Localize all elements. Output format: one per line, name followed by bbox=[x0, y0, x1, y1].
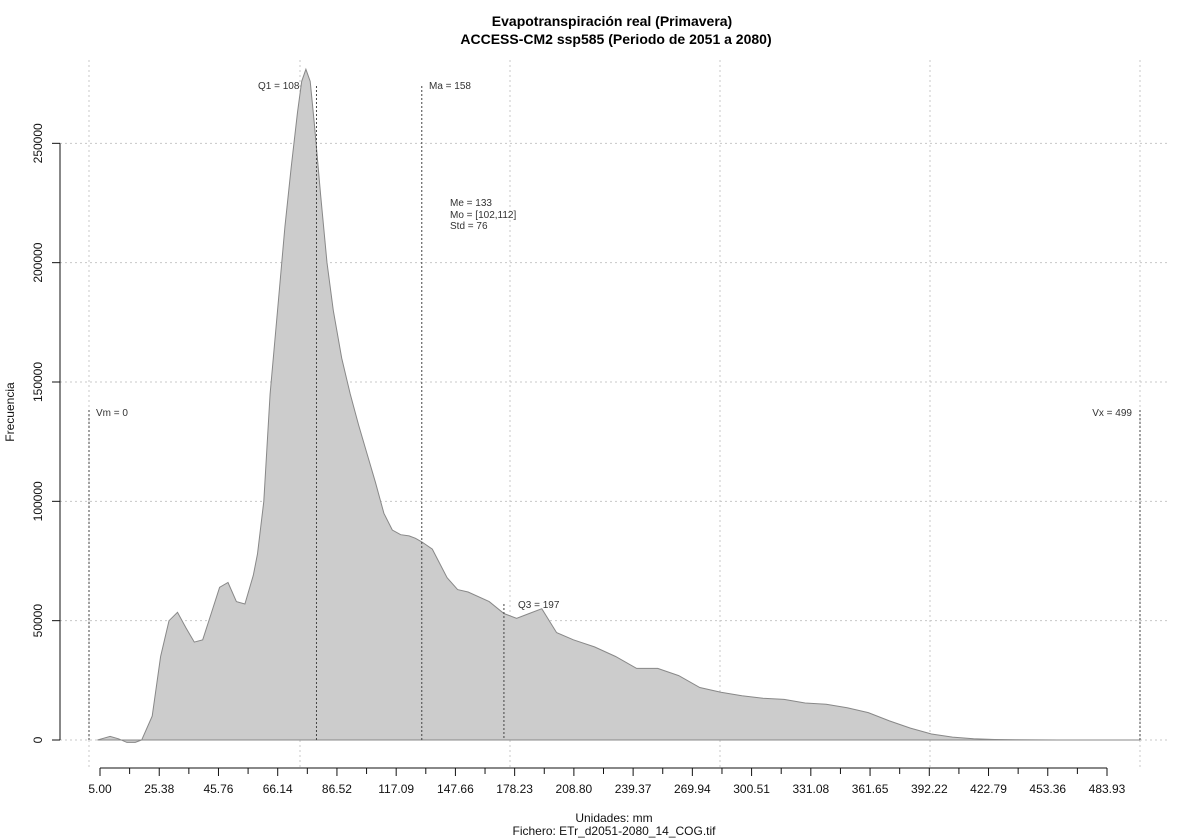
x-tick-label: 453.36 bbox=[1029, 782, 1066, 796]
mo-label: Mo = [102,112] bbox=[450, 210, 516, 221]
y-tick-label: 250000 bbox=[31, 123, 45, 163]
x-tick-label: 269.94 bbox=[674, 782, 711, 796]
stat-marker-lines bbox=[88, 86, 1141, 740]
y-tick-label: 50000 bbox=[31, 604, 45, 638]
vm-label: Vm = 0 bbox=[96, 408, 128, 419]
y-tick-label: 200000 bbox=[31, 242, 45, 282]
y-axis-label: Frecuencia bbox=[3, 382, 17, 442]
ticks: 0 50000 100000 150000 200000 250000 5.00 25.38 4… bbox=[31, 123, 1126, 796]
density-area bbox=[97, 67, 1140, 743]
q3-label: Q3 = 197 bbox=[518, 600, 560, 611]
x-axis-label: Unidades: mm bbox=[575, 811, 652, 825]
x-tick-label: 117.09 bbox=[378, 782, 414, 796]
x-tick-label: 239.37 bbox=[615, 782, 652, 796]
x-tick-label: 300.51 bbox=[733, 782, 770, 796]
y-tick-label: 150000 bbox=[31, 362, 45, 402]
x-tick-label: 45.76 bbox=[203, 782, 233, 796]
chart-subtitle: ACCESS-CM2 ssp585 (Periodo de 2051 a 208… bbox=[460, 31, 771, 47]
std-label: Std = 76 bbox=[450, 221, 488, 232]
x-tick-label: 25.38 bbox=[144, 782, 174, 796]
x-tick-label: 361.65 bbox=[852, 782, 889, 796]
x-tick-label: 483.93 bbox=[1089, 782, 1126, 796]
chart-title: Evapotranspiración real (Primavera) bbox=[492, 13, 732, 29]
x-tick-label: 331.08 bbox=[792, 782, 829, 796]
source-file-label: Fichero: ETr_d2051-2080_14_COG.tif bbox=[513, 824, 717, 838]
me-label: Me = 133 bbox=[450, 198, 492, 209]
x-tick-label: 392.22 bbox=[911, 782, 948, 796]
y-tick-label: 0 bbox=[31, 736, 45, 743]
x-tick-label: 147.66 bbox=[437, 782, 474, 796]
y-tick-label: 100000 bbox=[31, 481, 45, 521]
vx-label: Vx = 499 bbox=[1092, 408, 1132, 419]
q1-label: Q1 = 108 bbox=[258, 81, 300, 92]
x-tick-label: 422.79 bbox=[970, 782, 1007, 796]
x-tick-label: 86.52 bbox=[322, 782, 352, 796]
x-tick-label: 5.00 bbox=[88, 782, 112, 796]
x-tick-label: 208.80 bbox=[556, 782, 593, 796]
ma-label: Ma = 158 bbox=[429, 81, 471, 92]
x-tick-label: 66.14 bbox=[263, 782, 293, 796]
x-tick-label: 178.23 bbox=[496, 782, 533, 796]
